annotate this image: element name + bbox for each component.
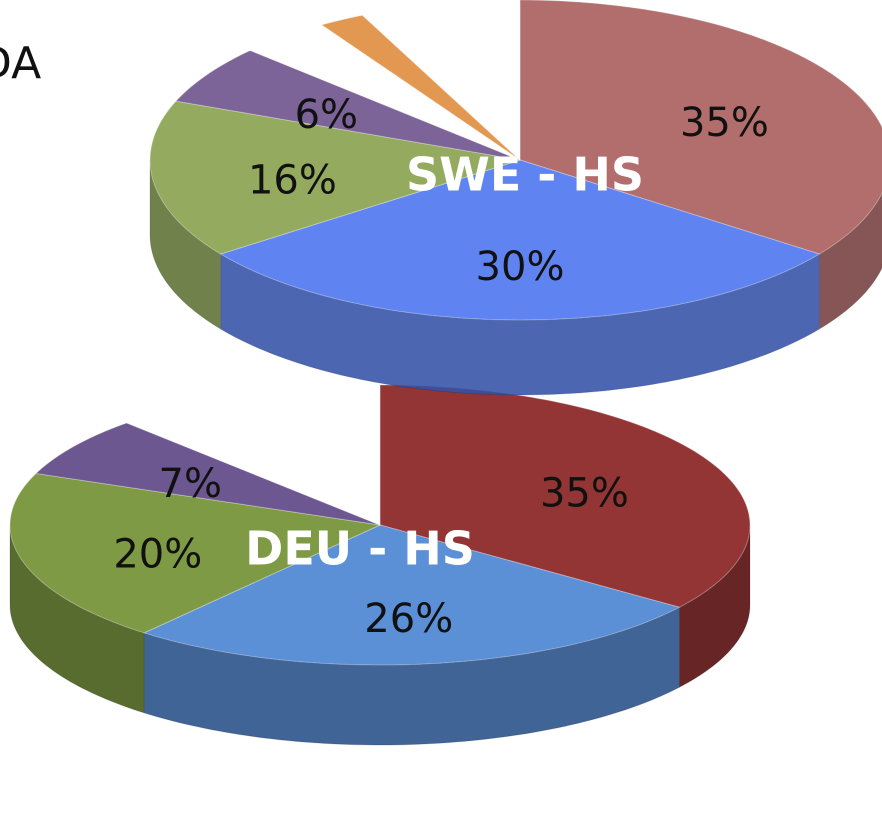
data-label: 35% xyxy=(680,100,769,146)
data-label: 20% xyxy=(113,532,202,578)
slice xyxy=(174,49,521,161)
slice xyxy=(249,24,521,161)
slice xyxy=(34,422,381,526)
slice-side xyxy=(149,159,222,330)
data-label: 6% xyxy=(295,92,358,138)
slice xyxy=(361,0,521,162)
data-label: 7% xyxy=(159,461,222,507)
slice xyxy=(125,384,381,526)
slice-side xyxy=(143,606,680,746)
slice xyxy=(219,159,821,321)
fragment-text: DA xyxy=(0,38,41,89)
slice xyxy=(9,472,382,634)
chart-title: SWE - HS xyxy=(406,148,644,202)
pie xyxy=(9,384,751,746)
data-label: 35% xyxy=(540,471,629,517)
data-label: 30% xyxy=(476,244,565,290)
data-label: 16% xyxy=(248,157,337,203)
slice xyxy=(149,100,521,255)
data-label: 26% xyxy=(364,596,453,642)
slice-side xyxy=(9,524,145,714)
slice-side xyxy=(818,191,882,330)
slice xyxy=(320,14,521,161)
slice xyxy=(142,524,681,666)
slice-side xyxy=(220,253,820,396)
slice xyxy=(519,0,882,255)
pie xyxy=(149,0,882,396)
chart-title: DEU - HS xyxy=(245,522,475,576)
